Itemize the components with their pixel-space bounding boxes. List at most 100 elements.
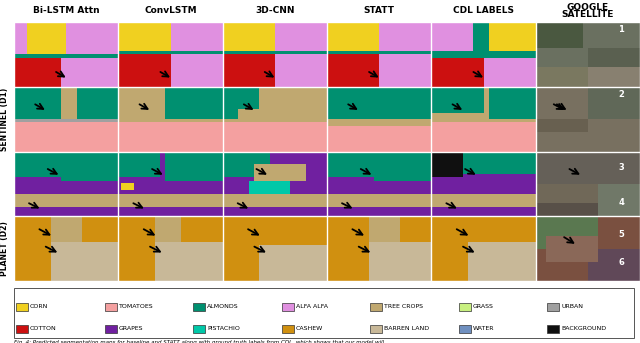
Bar — [327, 193, 431, 206]
Bar — [223, 22, 275, 51]
Text: ConvLSTM: ConvLSTM — [144, 6, 197, 15]
Bar — [51, 216, 82, 242]
Bar — [249, 181, 291, 193]
Bar — [483, 58, 536, 87]
Bar — [546, 236, 598, 262]
Text: 4: 4 — [618, 198, 624, 206]
Bar — [165, 152, 223, 181]
Bar — [118, 55, 170, 87]
Bar — [259, 245, 327, 281]
Bar — [14, 152, 118, 216]
Bar — [459, 325, 471, 333]
Bar — [14, 87, 61, 119]
Bar — [536, 22, 640, 87]
Bar — [536, 216, 640, 281]
Text: BACKGROUND: BACKGROUND — [561, 327, 607, 331]
Bar — [536, 152, 640, 184]
Bar — [536, 67, 588, 87]
Bar — [14, 193, 118, 206]
Bar — [118, 152, 160, 177]
Text: TOMATOES: TOMATOES — [118, 305, 153, 309]
Bar — [547, 325, 559, 333]
Text: 5: 5 — [618, 230, 624, 239]
Bar — [16, 325, 28, 333]
Bar — [468, 242, 536, 281]
Bar — [598, 184, 640, 216]
Bar — [118, 122, 223, 152]
Bar — [369, 216, 400, 242]
Text: CDL LABELS: CDL LABELS — [453, 6, 514, 15]
Text: 2: 2 — [618, 90, 624, 99]
Bar — [536, 216, 598, 249]
Bar — [588, 67, 640, 87]
Bar — [51, 242, 118, 281]
Text: 6: 6 — [618, 258, 624, 268]
Bar — [118, 87, 165, 119]
Bar — [282, 325, 294, 333]
Text: SENTINEL (D1): SENTINEL (D1) — [1, 87, 10, 151]
Bar — [489, 22, 536, 51]
Bar — [118, 87, 223, 152]
Text: Bi-LSTM Attn: Bi-LSTM Attn — [33, 6, 99, 15]
Bar — [122, 182, 134, 190]
Text: 3: 3 — [618, 163, 624, 172]
Bar — [14, 152, 61, 177]
Bar — [155, 216, 181, 242]
Bar — [14, 122, 118, 152]
Bar — [536, 87, 640, 152]
Bar — [77, 87, 118, 119]
Bar — [61, 87, 118, 119]
Bar — [14, 58, 61, 87]
Bar — [14, 206, 118, 216]
Bar — [369, 242, 431, 281]
Bar — [431, 87, 536, 152]
Bar — [45, 181, 118, 193]
Bar — [14, 22, 118, 87]
Bar — [463, 152, 536, 174]
Bar — [14, 288, 634, 338]
Bar — [118, 206, 223, 216]
Text: ALMONDS: ALMONDS — [207, 305, 239, 309]
Text: SATELLITE: SATELLITE — [562, 10, 614, 19]
Bar — [327, 87, 431, 152]
Bar — [489, 87, 536, 119]
Bar — [66, 22, 118, 55]
Bar — [170, 22, 223, 51]
Text: GOOGLE: GOOGLE — [567, 3, 609, 12]
Bar — [118, 193, 223, 206]
Bar — [327, 216, 431, 281]
Bar — [327, 22, 431, 87]
Bar — [431, 122, 536, 152]
Bar — [61, 58, 118, 87]
Bar — [327, 206, 431, 216]
Bar — [223, 122, 327, 152]
Bar — [371, 303, 382, 311]
Bar — [14, 216, 118, 281]
Bar — [536, 203, 598, 216]
Bar — [536, 22, 582, 48]
Bar — [170, 55, 223, 87]
Bar — [536, 119, 588, 132]
Bar — [104, 303, 116, 311]
Bar — [193, 303, 205, 311]
Bar — [14, 22, 26, 55]
Text: 3D-CNN: 3D-CNN — [255, 6, 294, 15]
Bar — [431, 22, 536, 87]
Text: Fig. 4: Predicted segmentation maps for baseline and STATT along with ground tru: Fig. 4: Predicted segmentation maps for … — [14, 340, 384, 343]
Bar — [223, 152, 269, 177]
Bar — [327, 152, 374, 177]
Bar — [155, 242, 223, 281]
Bar — [223, 152, 327, 216]
Bar — [431, 216, 536, 281]
Bar — [327, 126, 431, 152]
Bar — [254, 164, 306, 181]
Bar — [547, 303, 559, 311]
Bar — [165, 87, 223, 119]
Text: WATER: WATER — [473, 327, 494, 331]
Bar — [327, 87, 431, 119]
Bar — [16, 303, 28, 311]
Bar — [118, 152, 223, 216]
Text: PISTACHIO: PISTACHIO — [207, 327, 240, 331]
Bar — [431, 193, 536, 206]
Bar — [327, 55, 379, 87]
